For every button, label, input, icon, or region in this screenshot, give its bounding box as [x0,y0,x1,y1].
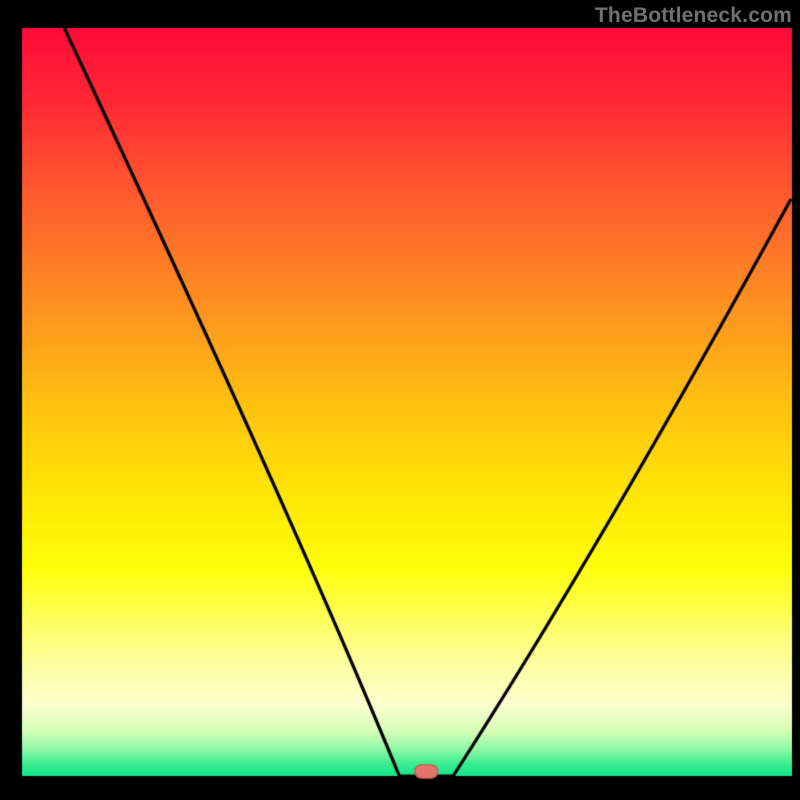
watermark-text: TheBottleneck.com [595,4,792,28]
bottleneck-curve-chart [0,0,800,800]
